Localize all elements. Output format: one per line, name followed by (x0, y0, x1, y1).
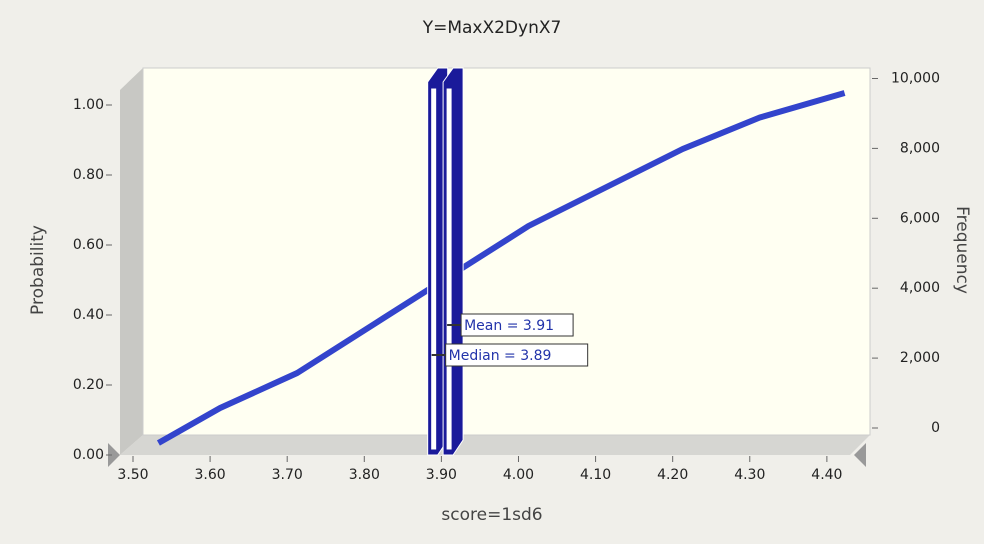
x-tick-label: 3.50 (117, 467, 148, 483)
left-wall (120, 68, 143, 455)
y2-tick-label: 4,000 (900, 280, 940, 296)
x-tick-label: 4.20 (657, 467, 688, 483)
marker-bar-face (446, 88, 452, 450)
x-tick-label: 3.90 (426, 467, 457, 483)
x-tick-label: 4.40 (811, 467, 842, 483)
marker-label: Median = 3.89 (449, 348, 552, 364)
x-tick-label: 4.30 (734, 467, 765, 483)
plot-wall (143, 68, 870, 435)
x-tick-label: 4.00 (503, 467, 534, 483)
x-axis-label: score=1sd6 (441, 505, 542, 525)
chart: Y=MaxX2DynX7 score=1sd6 Probability Freq… (0, 0, 984, 540)
x-tick-label: 4.10 (580, 467, 611, 483)
y2-tick-label: 10,000 (891, 70, 940, 86)
x-tick-label: 3.80 (349, 467, 380, 483)
y2-tick-label: 2,000 (900, 350, 940, 366)
floor (120, 435, 870, 455)
y-tick-label: 0.00 (73, 447, 104, 463)
y2-tick-label: 0 (931, 420, 940, 436)
y2-tick-label: 8,000 (900, 140, 940, 156)
y2-tick-label: 6,000 (900, 210, 940, 226)
y-tick-label: 0.40 (73, 307, 104, 323)
marker-bar-face (431, 88, 437, 450)
y-tick-label: 1.00 (73, 97, 104, 113)
y-axis-label: Probability (28, 225, 48, 315)
y-tick-label: 0.60 (73, 237, 104, 253)
y-tick-label: 0.80 (73, 167, 104, 183)
x-tick-label: 3.70 (272, 467, 303, 483)
x-tick-label: 3.60 (195, 467, 226, 483)
marker-label: Mean = 3.91 (464, 318, 554, 334)
chart-title: Y=MaxX2DynX7 (422, 18, 562, 38)
y-tick-label: 0.20 (73, 377, 104, 393)
y2-axis-label: Frequency (952, 206, 972, 294)
